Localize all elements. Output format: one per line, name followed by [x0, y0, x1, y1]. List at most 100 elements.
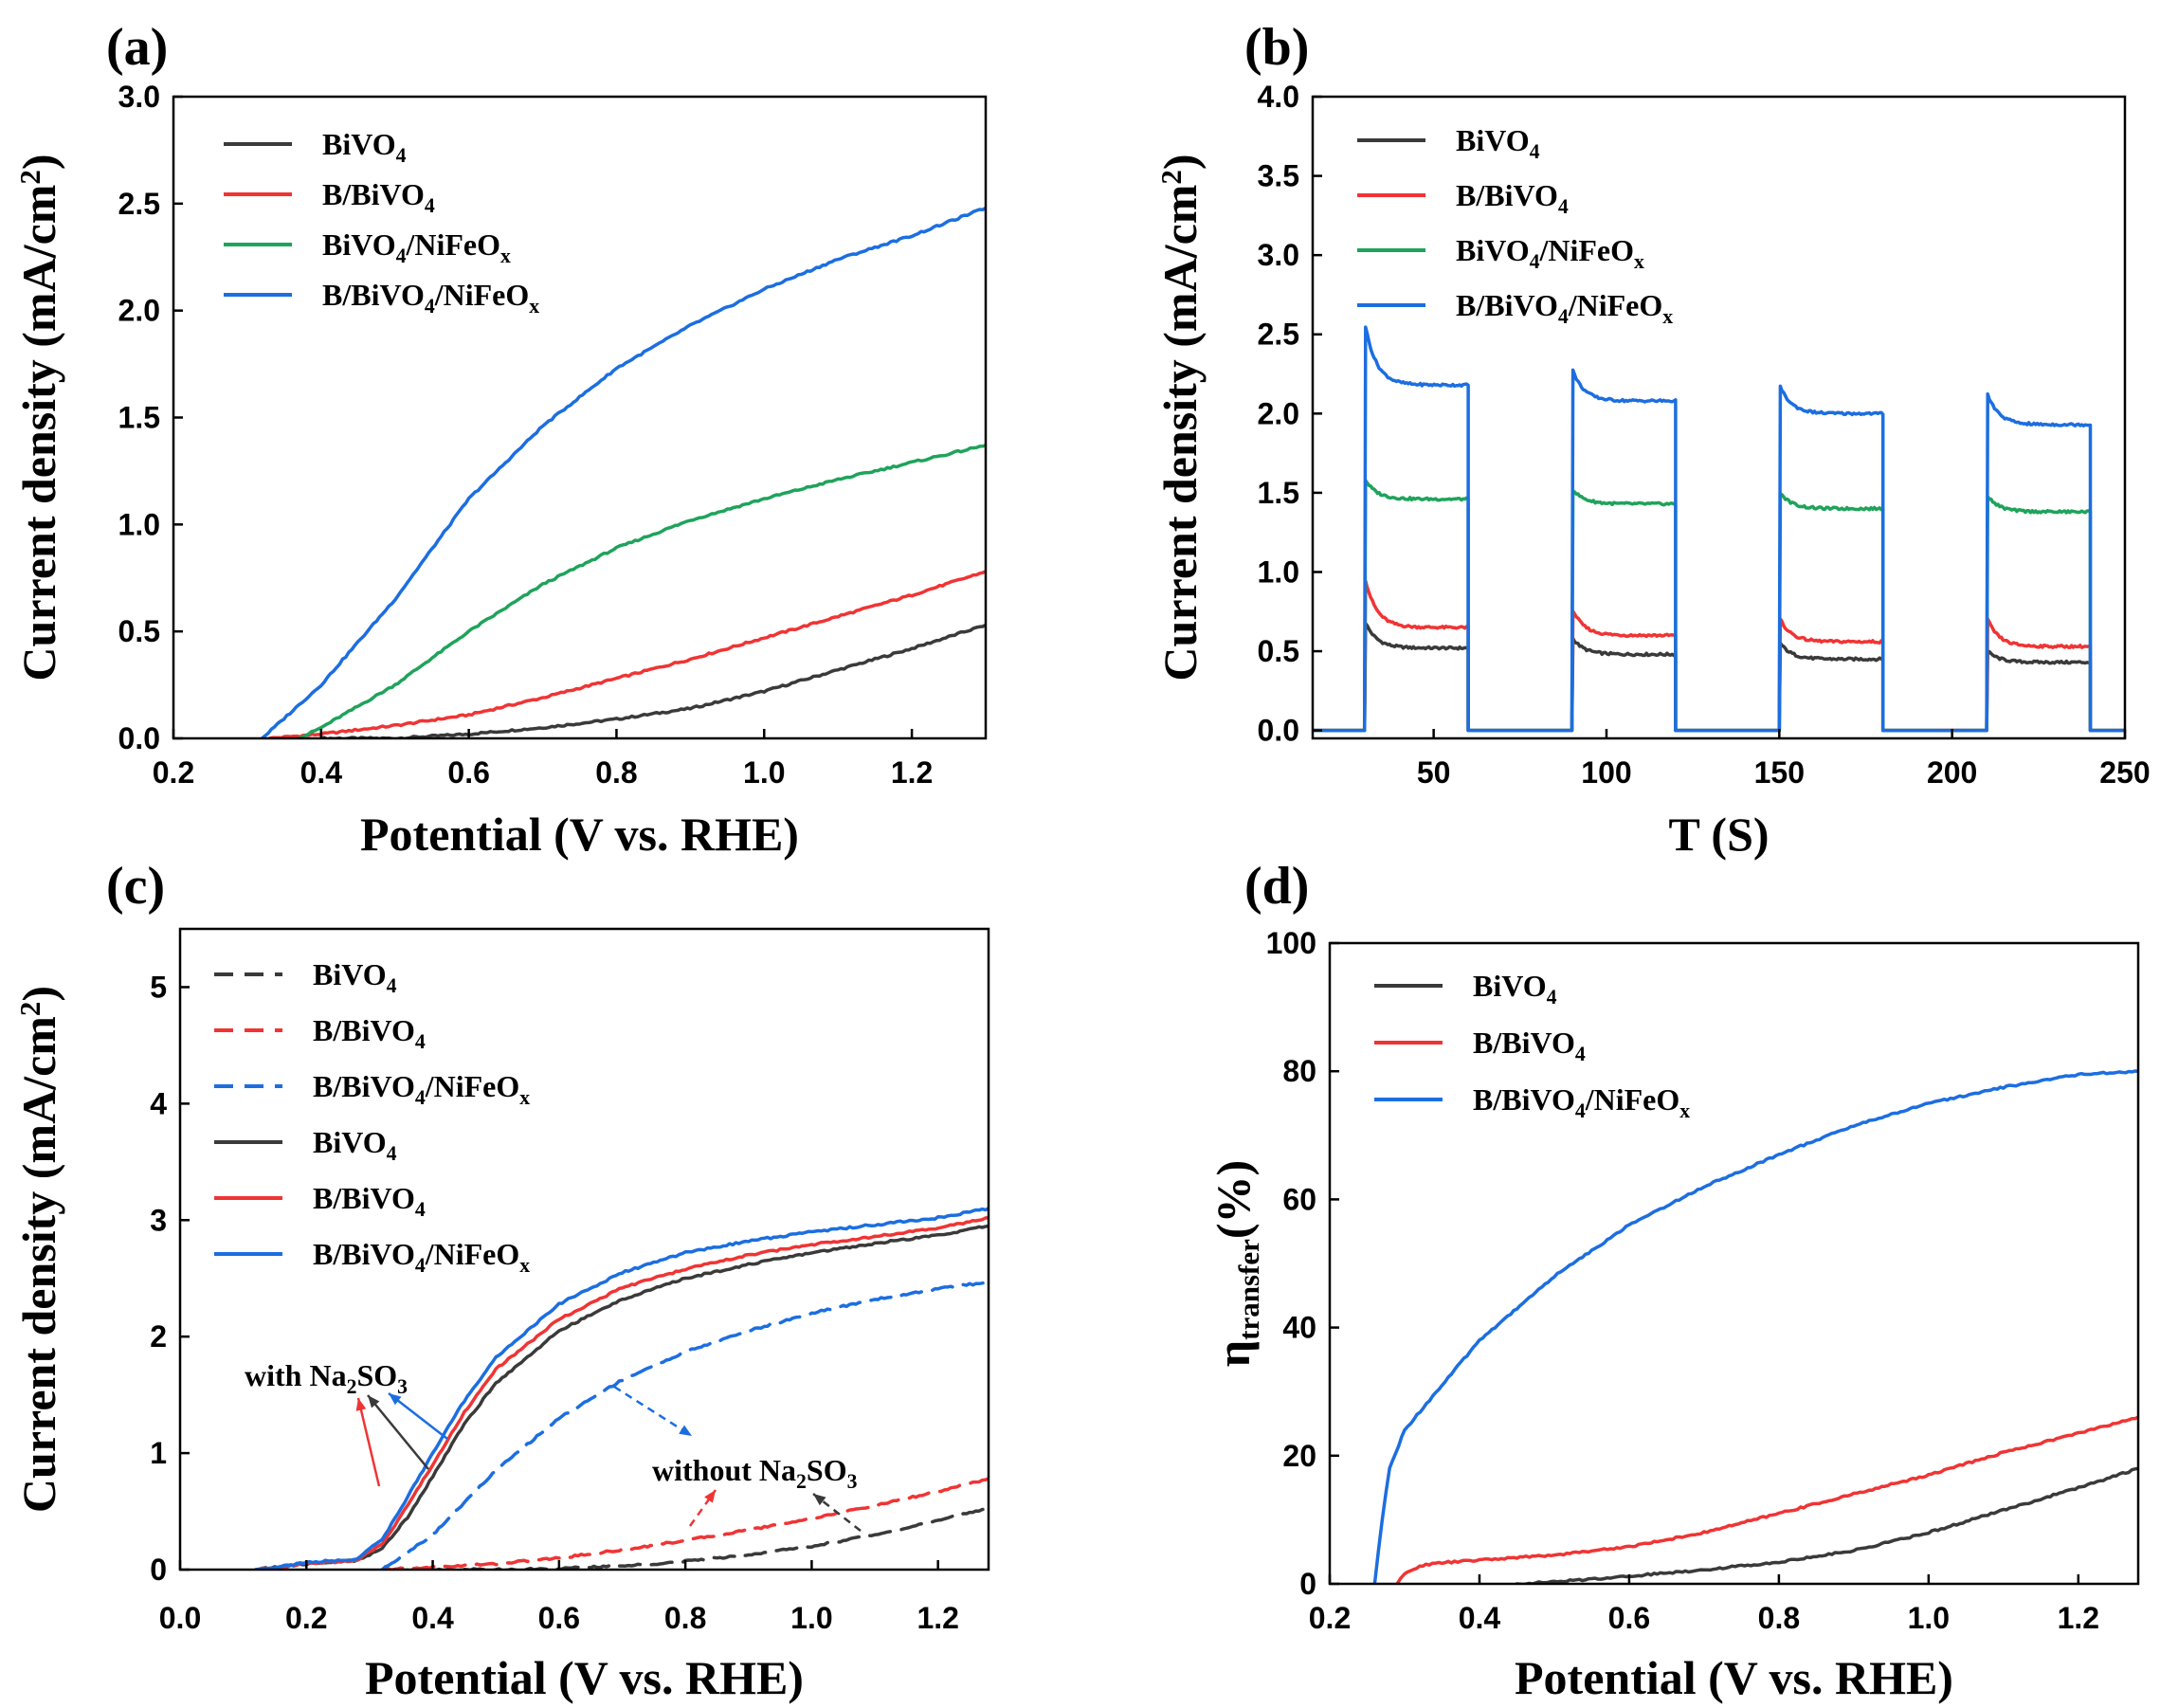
- annotation-with-na2so3: with Na2​SO3​: [245, 1358, 408, 1398]
- y-tick-label: 0.0: [118, 721, 160, 755]
- annotation-arrowhead: [704, 1490, 716, 1503]
- x-tick-label: 50: [1417, 755, 1451, 790]
- annotation-arrow: [688, 1489, 717, 1527]
- y-tick-label: 3.0: [118, 80, 160, 114]
- y-tick-label: 1.5: [1258, 476, 1299, 510]
- panel-d: (d) 0.2 0.4 0.6 0.8 1.0 1.2 0 20 40 60 80 100 Potenti…: [1207, 857, 2140, 1704]
- series-line-b-bivo4: [254, 1216, 989, 1570]
- y-tick-label: 2.0: [118, 294, 160, 328]
- legend-label: B/BiVO4​/NiFeOx​: [1456, 288, 1673, 328]
- x-tick-label: 0.0: [159, 1601, 201, 1635]
- panel-b: (b) 50 100 150 200 250 0.0 0.5 1.0 1.5 2.0 2.5 3.0 3.…: [1153, 18, 2151, 861]
- annotation-arrowhead: [679, 1425, 692, 1436]
- legend-label: B/BiVO4​: [313, 1013, 426, 1053]
- legend-label: B/BiVO4​: [313, 1181, 426, 1221]
- y-tick-label: 100: [1266, 926, 1316, 960]
- y-tick-label: 1.0: [1258, 554, 1299, 589]
- y-tick-label: 3.5: [1258, 159, 1299, 193]
- y-tick-label: 80: [1282, 1054, 1316, 1088]
- panel-label-a: (a): [106, 18, 168, 77]
- annotation-arrow: [388, 1392, 448, 1440]
- series-line-b-bivo4-nifeox: [1313, 325, 2125, 733]
- x-tick-label: 0.6: [1608, 1601, 1650, 1635]
- series-line-b-bivo4-nifeox: [1372, 1069, 2138, 1584]
- x-tick-label: 0.2: [153, 755, 194, 790]
- y-tick-label: 2: [150, 1319, 167, 1354]
- y-tick-label: 60: [1282, 1182, 1316, 1216]
- legend-label: B/BiVO4​: [1456, 178, 1569, 218]
- panel-label-c: (c): [106, 857, 165, 916]
- series-line-b-bivo4-dashed: [380, 1477, 989, 1570]
- series-line-b-bivo4: [1395, 1415, 2138, 1584]
- y-axis-title: ηtransfer​(%): [1207, 1160, 1265, 1367]
- y-tick-label: 0: [150, 1553, 167, 1587]
- x-tick-label: 1.0: [1908, 1601, 1950, 1635]
- annotation-arrowhead: [389, 1393, 402, 1406]
- x-tick-label: 1.2: [917, 1601, 958, 1635]
- panel-label-d: (d): [1244, 857, 1309, 916]
- legend-label: B/BiVO4​/NiFeOx​: [1473, 1082, 1690, 1122]
- x-tick-label: 0.8: [595, 755, 637, 790]
- y-tick-label: 3: [150, 1203, 167, 1237]
- legend: BiVO4​ B/BiVO4​ BiVO4​/NiFeOx​ B/BiVO4​/NiF…: [224, 127, 539, 318]
- series-group: [254, 1207, 989, 1570]
- series-group: [1313, 325, 2125, 733]
- y-tick-label: 1.0: [118, 507, 160, 541]
- annotation-arrow: [356, 1397, 381, 1487]
- annotation-arrow: [367, 1394, 429, 1470]
- legend-label: B/BiVO4​/NiFeOx​: [322, 278, 539, 318]
- panel-label-b: (b): [1244, 18, 1309, 77]
- legend-label: BiVO4​: [313, 957, 397, 997]
- legend-label: BiVO4​/NiFeOx​: [1456, 233, 1644, 273]
- legend-label: B/BiVO4​: [322, 177, 435, 217]
- annotations: with Na2​SO3​ without Na2​SO3​: [245, 1358, 862, 1532]
- panel-a: (a) 0.2 0.4 0.6 0.8 1.0 1.2 0.0 0.5 1.0 1.5 2.0 2.5 3…: [12, 18, 988, 861]
- series-group: [1372, 1069, 2138, 1584]
- x-axis-title: Potential (V vs. RHE): [365, 1651, 804, 1704]
- x-axis-title: Potential (V vs. RHE): [1515, 1651, 1953, 1704]
- series-line-b-bivo4: [1313, 579, 2125, 733]
- legend: BiVO4​ B/BiVO4​ B/BiVO4​/NiFeOx​: [1374, 969, 1690, 1122]
- x-tick-label: 250: [2099, 755, 2150, 790]
- x-tick-label: 150: [1754, 755, 1805, 790]
- x-tick-label: 0.8: [1758, 1601, 1800, 1635]
- legend: BiVO4​ B/BiVO4​ BiVO4​/NiFeOx​ B/BiVO4​/NiF…: [1357, 123, 1673, 328]
- series-line-b-bivo4-nifeox-dashed: [380, 1280, 989, 1570]
- plot-frame: [1328, 941, 2140, 1586]
- series-line-bivo4: [319, 623, 986, 738]
- y-tick-label: 1.5: [118, 401, 160, 435]
- legend-label: BiVO4​: [1456, 123, 1540, 163]
- annotation-arrowhead: [368, 1395, 380, 1408]
- x-tick-label: 0.6: [538, 1601, 580, 1635]
- legend-label: BiVO4​: [1473, 969, 1557, 1008]
- x-tick-label: 0.4: [1459, 1601, 1501, 1635]
- plot-frame: [178, 927, 990, 1572]
- y-tick-label: 4: [150, 1086, 167, 1120]
- y-tick-label: 0.5: [118, 614, 160, 648]
- series-line-bivo4-nifeox: [1313, 479, 2125, 733]
- series-line-bivo4: [1515, 1466, 2138, 1584]
- x-tick-label: 1.0: [790, 1601, 832, 1635]
- series-line-b-bivo4-nifeox: [260, 206, 986, 738]
- y-tick-label: 5: [150, 970, 167, 1004]
- y-tick-label: 20: [1282, 1439, 1316, 1473]
- annotation-arrowhead: [813, 1494, 826, 1506]
- legend-label: BiVO4​/NiFeOx​: [322, 227, 511, 267]
- panel-c: (c) 0.0 0.2 0.4 0.6 0.8 1.0 1.2 0 1 2 3 4 5 Potential …: [12, 857, 990, 1704]
- x-tick-label: 0.4: [300, 755, 343, 790]
- x-tick-label: 1.0: [743, 755, 785, 790]
- legend-label: B/BiVO4​: [1473, 1026, 1586, 1065]
- x-axis-title: Potential (V vs. RHE): [360, 808, 799, 861]
- y-tick-label: 3.0: [1258, 238, 1299, 272]
- series-line-bivo4-nifeox: [297, 444, 986, 738]
- x-tick-label: 0.2: [1309, 1601, 1351, 1635]
- y-tick-label: 0.5: [1258, 634, 1299, 668]
- y-tick-label: 2.5: [1258, 318, 1299, 352]
- y-axis-title: Current density (mA/cm2​): [1153, 154, 1207, 681]
- x-axis-title: T (S): [1668, 808, 1769, 861]
- plot-frame: [172, 95, 988, 740]
- series-line-b-bivo4-nifeox: [254, 1207, 989, 1570]
- legend: BiVO4​ B/BiVO4​ B/BiVO4​/NiFeOx​ BiVO4​ B/Bi…: [214, 957, 530, 1277]
- y-axis-title: Current density (mA/cm2​): [12, 154, 65, 681]
